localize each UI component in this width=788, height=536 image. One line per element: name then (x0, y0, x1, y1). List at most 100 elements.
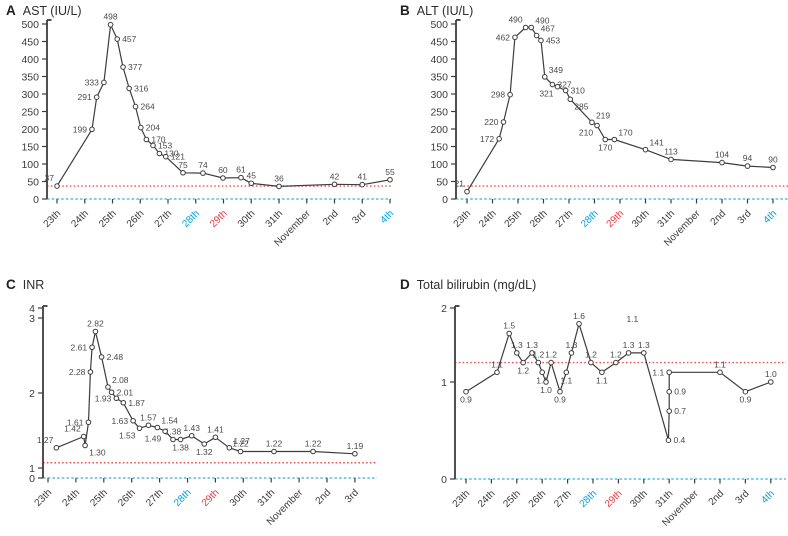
panel-b-letter: B (400, 3, 410, 18)
y-tick-label: 0 (33, 194, 39, 206)
x-tick-label-3rd: 3rd (736, 208, 754, 226)
data-point (188, 432, 195, 439)
data-point (562, 87, 569, 94)
y-tick-label: 0 (441, 474, 447, 486)
x-tick-label-28th: 28th (172, 487, 194, 509)
data-point (529, 350, 535, 356)
value-label: 170 (151, 135, 165, 145)
value-label: 90 (768, 155, 778, 165)
x-tick-label-26th: 26th (528, 208, 550, 230)
value-label: 0.9 (739, 395, 751, 405)
value-label: 0.9 (554, 395, 566, 405)
value-label: 1.5 (503, 321, 515, 331)
x-tick-label-2nd: 2nd (707, 488, 727, 508)
data-point (588, 359, 594, 366)
value-label: 1.22 (305, 439, 322, 449)
data-point (53, 444, 60, 451)
panel-c: 01 2 34 23th 24th 25th 26th 27th 28th 29th 30th 31t… (29, 303, 377, 528)
data-point (512, 34, 518, 41)
y-tick-label: 100 (21, 159, 39, 171)
data-point (136, 425, 143, 432)
y-tick-label: 4 (29, 303, 35, 315)
data-point (89, 344, 95, 351)
value-label: 1.1 (652, 367, 664, 377)
data-point (130, 417, 136, 424)
x-tick-label-31th: 31th (654, 488, 676, 510)
value-label: 113 (664, 146, 678, 156)
panel-d-letter: D (400, 277, 410, 292)
x-tick-label-3rd: 3rd (343, 487, 361, 505)
value-label: 1.22 (232, 439, 249, 449)
value-label: 1.61 (67, 417, 84, 427)
data-point (226, 444, 233, 451)
value-label: 2.08 (112, 375, 129, 385)
x-tick-label-2nd: 2nd (321, 208, 341, 228)
panel-a-letter: A (6, 3, 16, 18)
value-label: 1.63 (112, 416, 129, 426)
value-label: 55 (385, 167, 395, 177)
x-tick-label-31th: 31th (656, 208, 678, 230)
data-point (156, 150, 163, 157)
data-point (464, 188, 470, 195)
value-label: 199 (73, 124, 87, 134)
data-point (132, 103, 139, 110)
value-label: 60 (218, 165, 228, 175)
panel-b: 0 50 100 150 200 250 300 350 400 450 500 23th 24th 25… (430, 15, 788, 249)
y-tick-label: 150 (430, 141, 448, 153)
value-label: 1.93 (95, 393, 112, 403)
x-tick-label-25th: 25th (97, 208, 119, 230)
data-point (93, 94, 100, 100)
x-tick-label-24th: 24th (60, 487, 82, 509)
value-label: 316 (134, 83, 148, 93)
value-label: 121 (171, 152, 185, 162)
data-point (594, 122, 600, 129)
y-tick-label: 2 (441, 303, 447, 315)
y-tick-label: 400 (21, 54, 39, 66)
data-point (271, 448, 277, 455)
value-label: 349 (549, 65, 563, 75)
value-label: 1.3 (511, 340, 523, 350)
x-tick-label-24th: 24th (477, 208, 499, 230)
y-tick-label: 300 (21, 89, 39, 101)
value-label: 1.42 (64, 424, 81, 434)
data-point (201, 441, 208, 447)
value-label: 285 (574, 101, 588, 111)
data-point (768, 379, 774, 385)
data-point (520, 359, 526, 366)
data-point (514, 350, 520, 356)
value-label: 1.1 (536, 375, 548, 385)
data-point (89, 126, 95, 133)
data-point (742, 388, 749, 395)
data-point (506, 330, 512, 337)
value-label: 453 (546, 35, 560, 45)
value-label: 498 (103, 12, 117, 22)
data-point (107, 21, 114, 28)
x-tick-label-26th: 26th (125, 208, 147, 230)
data-point (463, 388, 469, 395)
data-point (549, 81, 556, 88)
value-label: 0.4 (673, 435, 685, 445)
value-label: 219 (596, 110, 610, 120)
x-tick-label-28th: 28th (578, 488, 600, 510)
panel-a-title-text: AST (IU/L) (22, 4, 82, 18)
x-tick-label-30th: 30th (236, 208, 258, 230)
y-tick-label: 150 (21, 141, 39, 153)
value-label: 1.87 (128, 398, 145, 408)
panel-d-title: D Total bilirubin (mg/dL) (400, 277, 536, 292)
value-label: 210 (579, 128, 593, 138)
data-point (276, 183, 282, 190)
data-point (177, 436, 184, 443)
value-label: 321 (539, 89, 553, 99)
panel-a-title: A AST (IU/L) (6, 3, 82, 18)
value-label: 1.32 (196, 447, 213, 457)
value-label: 220 (484, 117, 498, 127)
data-point (220, 175, 226, 181)
data-point (237, 448, 244, 455)
x-tick-label-23th: 23th (451, 488, 473, 510)
data-point (82, 442, 88, 449)
value-label: 1.54 (161, 416, 178, 426)
data-point (494, 369, 500, 376)
data-point (108, 389, 115, 396)
data-point (101, 79, 107, 86)
